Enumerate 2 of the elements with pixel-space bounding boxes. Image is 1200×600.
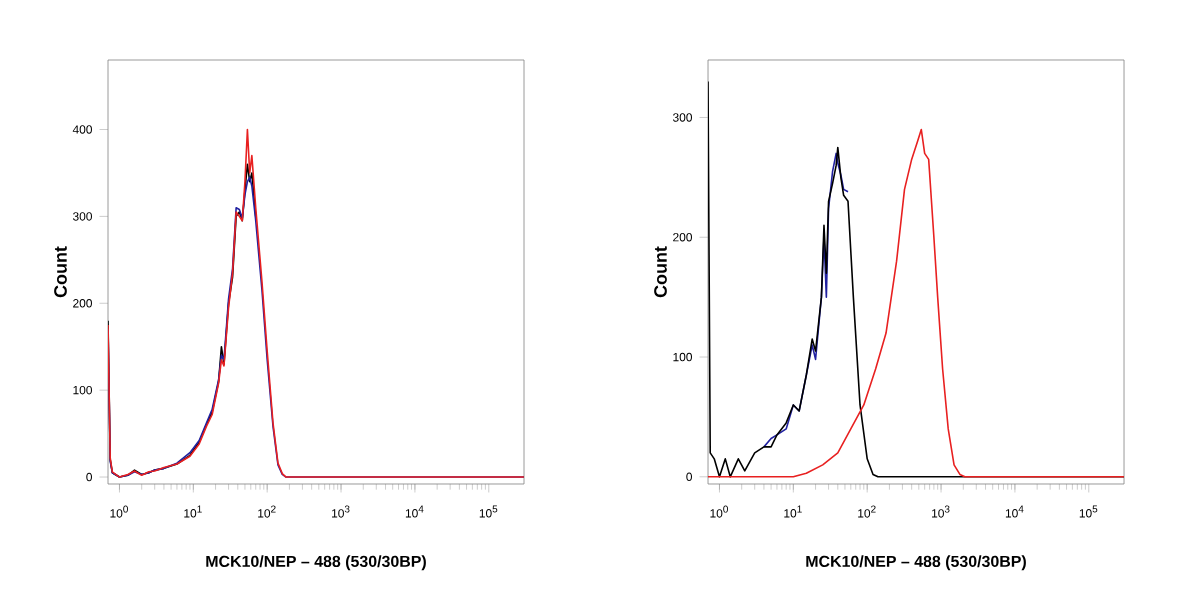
y-axis-title: Count	[54, 246, 67, 298]
y-axis-title: Count	[654, 246, 667, 298]
